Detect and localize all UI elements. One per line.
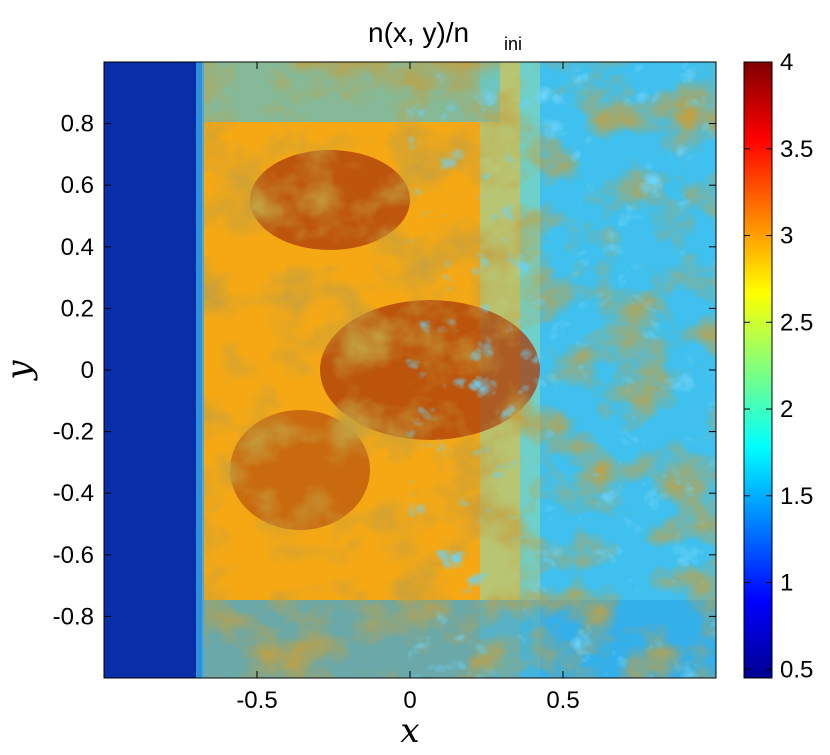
y-tick-label: -0.6 bbox=[53, 542, 94, 569]
y-tick-label: -0.8 bbox=[53, 603, 94, 630]
field-region-left bbox=[104, 62, 202, 678]
title-main: n(x, y)/n bbox=[368, 17, 469, 48]
y-tick-label: 0 bbox=[81, 357, 94, 384]
x-tick-label: 0.5 bbox=[546, 687, 579, 714]
y-axis-label: y bbox=[0, 360, 39, 382]
colorbar-tick-label: 1 bbox=[780, 570, 793, 597]
chart-title: n(x, y)/n ini bbox=[368, 17, 522, 54]
colorbar-tick-label: 3.5 bbox=[780, 136, 813, 163]
y-tick-label: 0.4 bbox=[61, 234, 94, 261]
y-tick-label: 0.6 bbox=[61, 172, 94, 199]
colorbar bbox=[743, 61, 773, 679]
x-tick-label: -0.5 bbox=[236, 687, 277, 714]
field-shock-front bbox=[196, 62, 204, 678]
x-tick-label: 0 bbox=[403, 687, 416, 714]
y-tick-label: -0.2 bbox=[53, 419, 94, 446]
y-tick-label: 0.8 bbox=[61, 111, 94, 138]
colorbar-ticks: 4 3.5 3 2.5 2 1.5 1 0.5 bbox=[744, 49, 813, 683]
colorbar-tick-label: 4 bbox=[780, 49, 793, 76]
colorbar-tick-label: 1.5 bbox=[780, 483, 813, 510]
y-tick-label: -0.4 bbox=[53, 480, 94, 507]
colorbar-tick-label: 3 bbox=[780, 223, 793, 250]
field-texture-cool bbox=[400, 62, 716, 678]
x-axis-label: x bbox=[400, 711, 419, 751]
heatmap-field bbox=[104, 62, 716, 678]
y-axis: 0.8 0.6 0.4 0.2 0 -0.2 -0.4 -0.6 -0.8 bbox=[53, 111, 716, 630]
title-subscript: ini bbox=[504, 34, 522, 54]
x-axis: -0.5 0 0.5 bbox=[236, 62, 580, 714]
colorbar-tick-label: 2 bbox=[780, 396, 793, 423]
colorbar-tick-label: 0.5 bbox=[780, 656, 813, 683]
y-tick-label: 0.2 bbox=[61, 295, 94, 322]
colorbar-tick-label: 2.5 bbox=[780, 309, 813, 336]
